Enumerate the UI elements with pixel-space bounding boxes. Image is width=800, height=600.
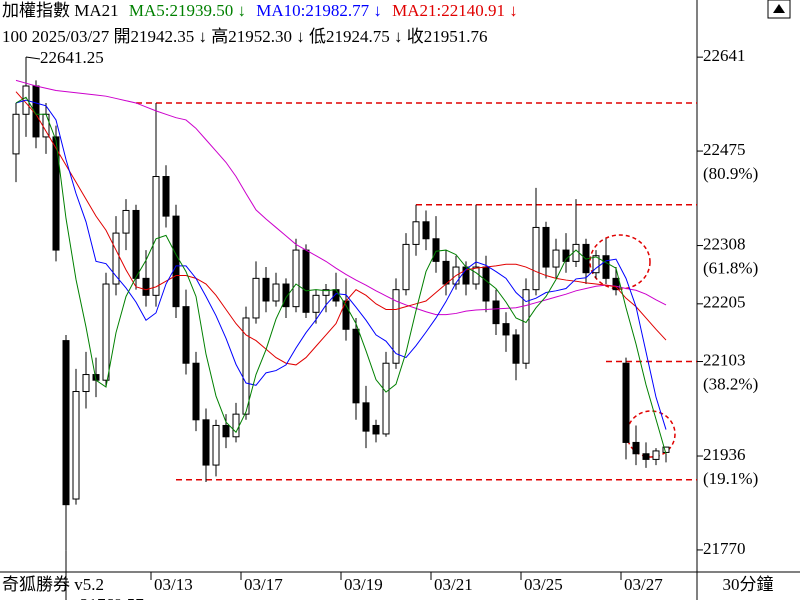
x-tick-label: 03/17 (244, 575, 283, 594)
candle-body (292, 249, 300, 308)
candle-body (132, 209, 140, 279)
candle-body (382, 362, 390, 435)
candle-body (532, 226, 540, 291)
candle-body (322, 289, 330, 296)
y-tick-label: 22205 (703, 293, 746, 312)
candle-body (502, 323, 510, 336)
ma-line (15, 96, 667, 455)
candle-body (632, 441, 640, 455)
plot: 22641 22475 22308 22205 22103 21936 21770 (80.9… (12, 46, 758, 600)
y-tick-label: 22475 (703, 140, 746, 159)
candle-body (602, 255, 610, 279)
x-tick-label: 03/19 (344, 575, 383, 594)
candle-body (42, 113, 50, 138)
candle-body (302, 249, 310, 313)
candle-body (182, 306, 190, 364)
candle-body (612, 277, 620, 291)
candle-body (482, 266, 490, 302)
ma-line (15, 99, 667, 430)
candle-body (142, 277, 150, 296)
candle-body (162, 176, 170, 217)
candle-body (242, 317, 250, 415)
y-tick-label: 22641 (703, 46, 746, 65)
candle-body (622, 362, 630, 443)
candle-body (492, 300, 500, 325)
candle-body (112, 232, 120, 285)
candle-body (372, 424, 380, 435)
period-label: 30分鐘 (723, 575, 774, 594)
candle-body (542, 226, 550, 268)
candle-body (232, 413, 240, 438)
ma-label: MA10:21982.77 ↓ (256, 1, 382, 20)
candle-body (402, 243, 410, 291)
candle-body (552, 249, 560, 268)
y-tick-label: 21770 (703, 539, 746, 558)
candle-body (252, 277, 260, 319)
candle-body (122, 209, 130, 234)
candle-body (12, 113, 20, 155)
candle-body (562, 249, 570, 262)
y-tick-label: 21936 (703, 445, 746, 464)
y-tick-label: 22103 (703, 350, 746, 369)
ma-line (15, 79, 667, 316)
fib-label: (80.9%) (703, 164, 758, 183)
candle-body (282, 283, 290, 308)
high-annotation: 22641.25 (40, 48, 104, 67)
fib-label: (61.8%) (703, 258, 758, 277)
candle-body (152, 176, 160, 296)
candle-body (312, 294, 320, 313)
candle-body (72, 391, 80, 500)
header-title: 加權指數 MA21 (2, 1, 119, 20)
candle-body (422, 221, 430, 240)
scroll-icon (773, 4, 785, 13)
candle-body (412, 221, 420, 245)
candle-body (62, 340, 70, 506)
ma-label: MA5:21939.50 ↓ (129, 1, 246, 20)
candle-body (222, 424, 230, 438)
header-info: 100 2025/03/27 開21942.35 ↓ 高21952.30 ↓ 低… (2, 27, 487, 46)
candle-body (262, 277, 270, 302)
candle-body (652, 450, 660, 460)
fib-label: (19.1%) (703, 469, 758, 488)
candle-body (362, 402, 370, 432)
y-tick-label: 22308 (703, 234, 746, 253)
x-tick-label: 03/27 (624, 575, 663, 594)
ma-label: MA21:22140.91 ↓ (392, 1, 518, 20)
candle-body (432, 238, 440, 262)
candle-body (102, 283, 110, 381)
x-tick-label: 03/13 (154, 575, 193, 594)
ma-line (15, 91, 667, 366)
x-tick-label: 03/21 (434, 575, 473, 594)
candle-body (352, 328, 360, 404)
candle-body (392, 289, 400, 364)
candle-body (592, 255, 600, 274)
candle-body (82, 374, 90, 393)
candle-body (192, 362, 200, 421)
low-annotation: 21769.57 (80, 595, 144, 600)
candle-body (642, 453, 650, 460)
candle-body (212, 424, 220, 466)
header-line: 加權指數 MA21 MA5:21939.50 ↓ MA10:21982.77 ↓… (2, 1, 518, 20)
footer-label: 奇狐勝券 v5.2 (2, 575, 104, 594)
highlight-circle (589, 234, 651, 290)
candle-body (52, 136, 60, 251)
candle-body (172, 215, 180, 308)
annotation-leader (25, 56, 41, 60)
x-tick-label: 03/25 (524, 575, 563, 594)
candle-body (442, 260, 450, 285)
fib-label: (38.2%) (703, 374, 758, 393)
candle-body (572, 243, 580, 262)
candle-body (202, 419, 210, 466)
candle-body (472, 266, 480, 285)
candle-body (272, 283, 280, 302)
candle-body (522, 289, 530, 364)
candle-body (512, 334, 520, 364)
